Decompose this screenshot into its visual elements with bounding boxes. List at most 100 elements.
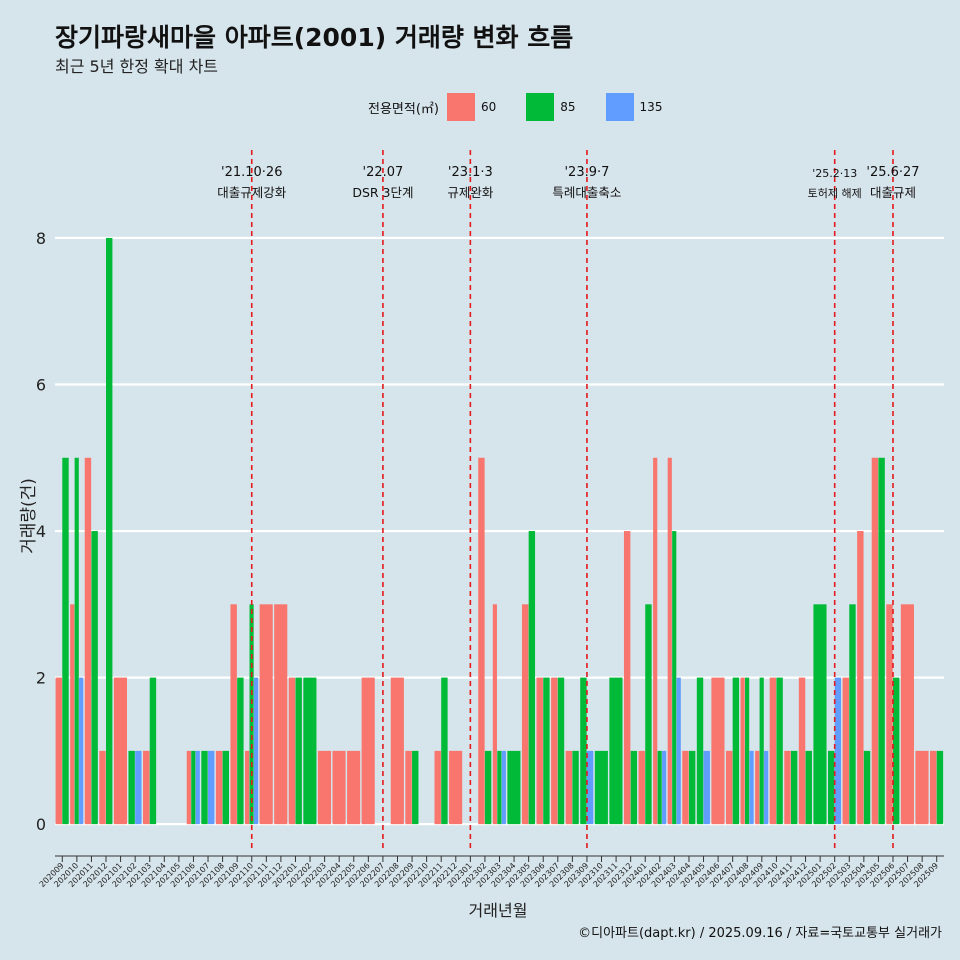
y-tick-label-4: 4: [36, 522, 46, 541]
bar-202404-60: [682, 750, 689, 825]
legend-label-135: 135: [639, 100, 663, 114]
bar-202509-85: [936, 750, 944, 825]
bar-202504-85: [863, 750, 871, 825]
bar-202410-85: [776, 677, 783, 825]
bar-202308-85: [572, 750, 579, 825]
bar-202407-85: [732, 677, 740, 825]
event-date-202110: '21.10·26: [221, 165, 282, 180]
event-label-202110: 대출규제강화: [217, 185, 287, 200]
event-date-202506: '25.6·27: [866, 165, 919, 180]
y-tick-label-8: 8: [36, 229, 46, 248]
bar-202206-60: [361, 677, 375, 825]
bar-202505-60: [871, 457, 879, 825]
bar-202312-85: [630, 750, 638, 825]
bar-202209-85: [412, 750, 419, 825]
bar-202502-135: [834, 677, 842, 825]
bar-202103-85: [149, 677, 157, 825]
x-axis-label: 거래년월: [469, 901, 528, 920]
bar-202109-85: [237, 677, 244, 825]
y-tick-label-2: 2: [36, 669, 46, 688]
bar-202112-60: [274, 604, 288, 825]
bar-202405-85: [696, 677, 704, 825]
bar-202501-85: [813, 604, 827, 825]
bar-202408-135: [749, 750, 754, 825]
bar-202506-60: [886, 604, 893, 825]
bar-202309-85: [580, 677, 587, 825]
bar-202101-60: [113, 677, 127, 825]
bar-202403-85: [672, 531, 677, 825]
event-label-202207: DSR 3단계: [352, 185, 413, 200]
bar-202307-85: [557, 677, 565, 825]
bar-202204-60: [332, 750, 346, 825]
bar-202110-60: [245, 750, 250, 825]
event-label-202301: 규제완화: [447, 185, 494, 200]
bar-202502-85: [827, 750, 835, 825]
bar-202012-85: [106, 237, 113, 825]
bar-202009-85: [62, 457, 69, 825]
bar-202311-85: [609, 677, 623, 825]
bar-202111-60: [259, 604, 273, 825]
bar-202010-135: [79, 677, 84, 825]
bar-202109-60: [230, 604, 237, 825]
bar-202411-85: [790, 750, 798, 825]
bar-202011-60: [84, 457, 92, 825]
bar-202201-60: [288, 677, 296, 825]
bar-202409-60: [755, 750, 760, 825]
bar-202405-135: [703, 750, 710, 825]
bar-202506-85: [892, 677, 900, 825]
bar-202205-60: [347, 750, 361, 825]
bar-202309-135: [586, 750, 594, 825]
grid-lines: [55, 236, 944, 826]
bar-202102-85: [128, 750, 135, 825]
bar-202412-85: [805, 750, 812, 825]
chart-title: 장기파랑새마을 아파트(2001) 거래량 변화 흐름: [55, 23, 574, 52]
bar-202406-60: [711, 677, 725, 825]
bar-202302-60: [478, 457, 485, 825]
bar-202411-60: [784, 750, 791, 825]
bar-202402-60: [653, 457, 658, 825]
bar-202110-135: [253, 677, 259, 825]
bar-202503-60: [842, 677, 849, 825]
event-date-202309: '23.9·7: [564, 165, 609, 180]
bar-202410-60: [769, 677, 777, 825]
bar-202509-60: [930, 750, 937, 825]
legend-swatch-135: [605, 93, 634, 121]
bar-202503-85: [849, 604, 856, 825]
bar-202408-85: [745, 677, 750, 825]
bar-202107-135: [208, 750, 215, 825]
bar-202103-60: [143, 750, 150, 825]
bar-202107-85: [201, 750, 208, 825]
y-tick-label-0: 0: [36, 815, 46, 834]
bar-202108-60: [215, 750, 223, 825]
event-markers: '21.10·26 대출규제강화 '22.07 DSR 3단계 '23.1·3 규제완화 '…: [217, 150, 920, 852]
bar-202306-85: [543, 677, 550, 825]
bar-202306-60: [536, 677, 543, 825]
bar-202106-85: [191, 750, 196, 825]
bar-202110-85: [249, 604, 254, 825]
bar-202211-60: [434, 750, 441, 825]
bar-202305-85: [528, 531, 536, 825]
caption: ©디아파트(dapt.kr) / 2025.09.16 / 자료=국토교통부 실…: [578, 926, 942, 941]
bar-202209-60: [405, 750, 412, 825]
legend-label-60: 60: [480, 100, 497, 114]
bar-202508-60: [915, 750, 929, 825]
bar-202208-60: [390, 677, 404, 825]
bar-202505-85: [878, 457, 885, 825]
bars: [55, 237, 944, 825]
event-date-202207: '22.07: [363, 165, 404, 180]
bar-202304-85: [507, 750, 521, 825]
bar-202212-60: [449, 750, 463, 825]
bar-202407-60: [725, 750, 733, 825]
bar-202504-60: [857, 531, 864, 825]
bar-202211-85: [441, 677, 448, 825]
bar-202203-60: [317, 750, 332, 825]
event-date-202502: '25.2·13: [812, 167, 857, 180]
bar-202302-85: [484, 750, 492, 825]
bar-202102-135: [135, 750, 142, 825]
bar-202401-85: [645, 604, 652, 825]
bar-202402-135: [662, 750, 667, 825]
legend: 전용면적(㎡) 60 85 135: [368, 93, 692, 121]
bar-202009-60: [55, 677, 62, 825]
y-axis-label: 거래량(건): [19, 478, 39, 554]
bar-202303-85: [497, 750, 502, 825]
